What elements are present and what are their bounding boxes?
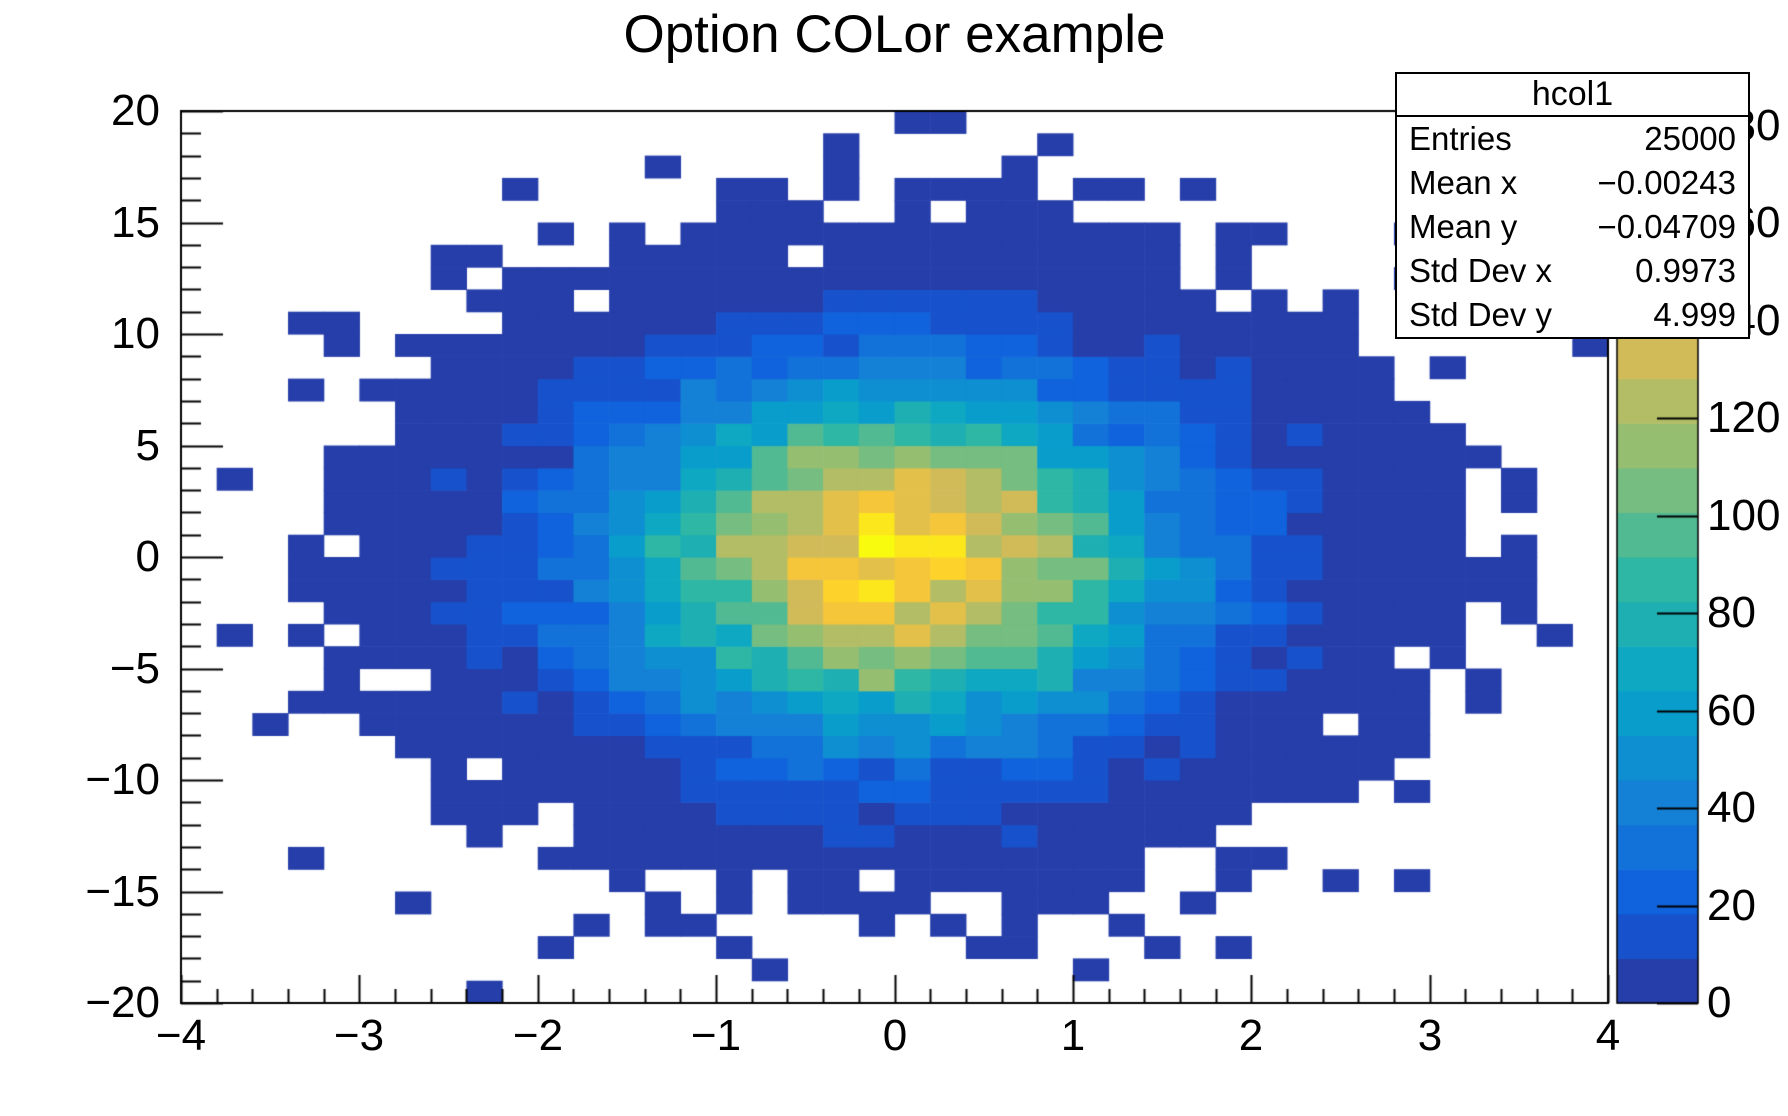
stats-value: 0.9973 (1635, 252, 1736, 289)
palette-tick-label: 60 (1707, 686, 1756, 735)
x-tick-label: −4 (155, 1011, 207, 1060)
stats-label: Std Dev y (1409, 296, 1553, 333)
x-tick-label: −2 (512, 1011, 564, 1060)
palette-tick-label: 0 (1707, 978, 1732, 1027)
page-title: Option COLor example (623, 5, 1166, 64)
palette-tick-label: 100 (1707, 491, 1781, 540)
stats-row-entries: Entries 25000 (1397, 117, 1748, 161)
y-tick-label: 10 (111, 309, 160, 358)
stats-label: Entries (1409, 120, 1512, 157)
y-tick-label: 5 (135, 421, 160, 470)
palette-tick-label: 80 (1707, 588, 1756, 637)
x-tick-label: 3 (1417, 1011, 1443, 1060)
stats-row-mean-y: Mean y −0.04709 (1397, 205, 1748, 249)
y-tick-label: −10 (85, 755, 160, 804)
y-tick-label: 20 (111, 86, 160, 135)
x-tick-label: −3 (333, 1011, 385, 1060)
stats-value: 25000 (1644, 120, 1736, 157)
stats-row-std-dev-x: Std Dev x 0.9973 (1397, 249, 1748, 293)
x-tick-label: 0 (882, 1011, 908, 1060)
y-tick-label: 15 (111, 198, 160, 247)
x-tick-label: 2 (1238, 1011, 1264, 1060)
y-tick-label: 0 (135, 532, 160, 581)
stats-box: hcol1 Entries 25000 Mean x −0.00243 Mean… (1395, 72, 1750, 339)
stats-label: Std Dev x (1409, 252, 1553, 289)
stats-value: 4.999 (1653, 296, 1736, 333)
x-tick-label: 1 (1060, 1011, 1086, 1060)
x-tick-label: −1 (690, 1011, 742, 1060)
y-tick-label: −15 (85, 867, 160, 916)
stats-title: hcol1 (1397, 74, 1748, 117)
palette-tick-label: 120 (1707, 393, 1781, 442)
stats-row-std-dev-y: Std Dev y 4.999 (1397, 293, 1748, 337)
palette-tick-label: 20 (1707, 881, 1756, 930)
stats-row-mean-x: Mean x −0.00243 (1397, 161, 1748, 205)
stats-value: −0.04709 (1597, 208, 1736, 245)
x-tick-label: 4 (1595, 1011, 1621, 1060)
stats-label: Mean x (1409, 164, 1518, 201)
y-tick-label: −20 (85, 978, 160, 1027)
stats-label: Mean y (1409, 208, 1518, 245)
palette-tick-label: 40 (1707, 783, 1756, 832)
stats-value: −0.00243 (1597, 164, 1736, 201)
y-tick-label: −5 (109, 644, 160, 693)
